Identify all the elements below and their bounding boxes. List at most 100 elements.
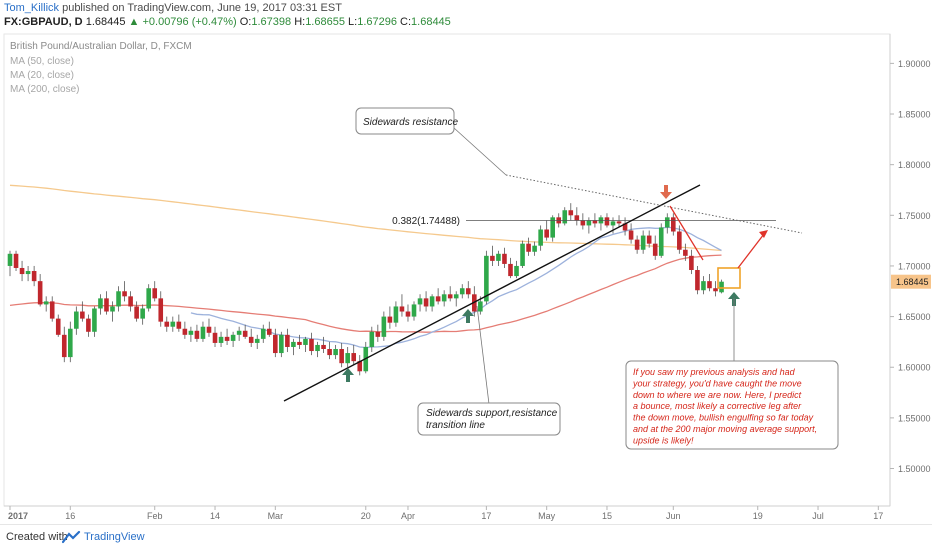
candle (194, 330, 200, 339)
candle (61, 334, 67, 358)
candle (110, 306, 115, 312)
candle (266, 328, 272, 335)
symbol-label: FX:GBPAUD, D (4, 16, 83, 28)
legend-ma50: MA (50, close) (10, 56, 74, 67)
close-label: C: (400, 16, 412, 28)
low-label: L: (348, 16, 358, 28)
fib-level-label: 0.382(1.74488) (392, 216, 460, 227)
x-tick-label: Mar (268, 511, 284, 521)
candle (465, 288, 471, 295)
candle (429, 296, 435, 307)
trendline-support (283, 184, 701, 402)
candle (242, 330, 248, 337)
candle (514, 265, 519, 277)
candle (490, 255, 495, 261)
candle (297, 341, 302, 345)
y-tick-label: 1.55000 (898, 413, 931, 423)
candle (279, 334, 284, 354)
candle (713, 288, 718, 292)
candle (532, 245, 537, 252)
footer: Created with TradingView (0, 524, 932, 551)
candle (25, 271, 31, 275)
candle (508, 263, 513, 277)
candle (677, 231, 682, 250)
candle (610, 221, 616, 226)
tradingview-brand-link[interactable]: TradingView (84, 531, 145, 543)
candle (550, 217, 555, 238)
support-note-box (417, 402, 561, 436)
candle (441, 294, 447, 302)
candle (664, 217, 670, 228)
candle (315, 344, 320, 352)
y-tick-label: 1.70000 (898, 261, 931, 271)
candle (182, 328, 188, 335)
candle (152, 288, 158, 299)
candle (351, 353, 357, 362)
resistance-note-box (355, 107, 455, 135)
candle (616, 221, 622, 224)
open-value: 1.67398 (251, 16, 292, 28)
candle (146, 288, 151, 309)
analysis-note-line: down to where we are now. Here, I predic… (633, 390, 802, 400)
analysis-note-line: a bounce, most likely a corrective leg a… (633, 401, 802, 411)
created-with-text: Created with (6, 531, 68, 543)
candle (622, 223, 628, 231)
y-tick-label: 1.85000 (898, 110, 931, 120)
candle (496, 253, 501, 261)
x-tick-label: 15 (602, 511, 612, 521)
projection-up (737, 233, 765, 269)
analysis-note-line: If you saw my previous analysis and had (633, 367, 796, 377)
candle (484, 255, 489, 302)
engulfing-highlight-box (717, 267, 741, 289)
candle (435, 296, 441, 302)
candle (339, 349, 344, 364)
candle (122, 291, 127, 297)
candle (405, 311, 411, 317)
candle (74, 311, 79, 329)
candle (134, 306, 139, 319)
x-tick-label: 17 (873, 511, 883, 521)
x-tick-label: 20 (361, 511, 371, 521)
candle (671, 217, 676, 232)
candle (327, 349, 332, 356)
candle (273, 334, 278, 354)
candle (502, 253, 507, 264)
x-tick-label: Jul (812, 511, 824, 521)
x-tick-label: Apr (401, 511, 415, 521)
candle (526, 243, 531, 252)
candle (447, 294, 453, 299)
candle (701, 281, 706, 291)
candle (520, 243, 525, 266)
candle (98, 298, 103, 309)
last-price: 1.68445 (85, 16, 126, 28)
high-value: 1.68655 (305, 16, 345, 28)
candle (43, 301, 49, 305)
candle (218, 336, 224, 343)
sell-arrow-june (660, 185, 672, 199)
candle (260, 328, 266, 339)
candle (562, 210, 568, 224)
candle (164, 321, 170, 327)
candle (634, 239, 640, 250)
x-tick-label: 16 (65, 511, 75, 521)
candle (580, 220, 586, 226)
candles (7, 203, 724, 376)
author-link[interactable]: Tom_Killick (4, 2, 60, 14)
candle (116, 291, 121, 307)
x-tick-label: 2017 (8, 511, 28, 521)
trendline-resistance (505, 174, 803, 234)
candle (604, 217, 610, 226)
candle (586, 220, 592, 226)
candle (538, 229, 543, 246)
open-label: O: (239, 16, 252, 28)
price-chart[interactable]: 1.90000 1.85000 1.80000 1.75000 1.70000 1.650… (0, 30, 932, 524)
candle (55, 318, 61, 335)
candle (176, 321, 182, 329)
support-note-line: Sidewards support,resistance (426, 408, 558, 419)
analysis-note-line: upside is likely! (633, 435, 694, 445)
candle (333, 349, 338, 356)
candle (695, 270, 700, 291)
candle (236, 330, 242, 335)
candle (31, 271, 37, 282)
candle (423, 298, 429, 307)
